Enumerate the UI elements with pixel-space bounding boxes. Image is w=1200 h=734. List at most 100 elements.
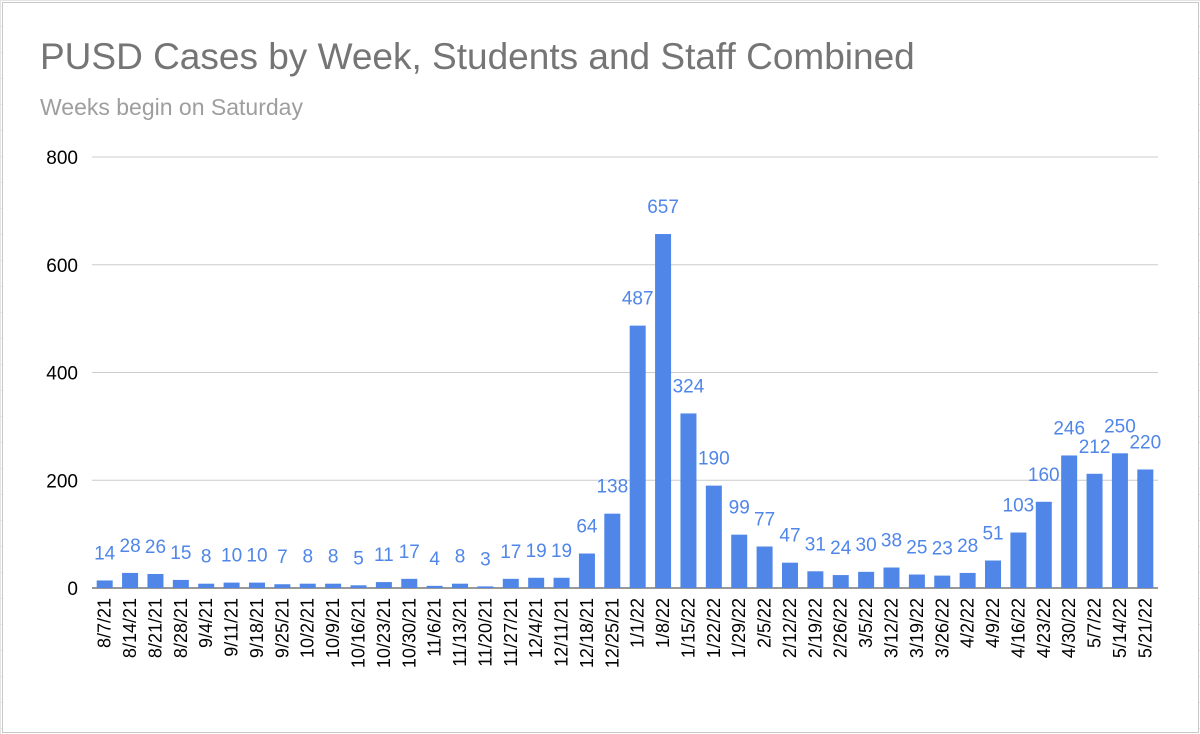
x-tick-label: 3/19/22 bbox=[907, 598, 927, 658]
data-label: 138 bbox=[596, 477, 628, 498]
bar bbox=[248, 582, 265, 588]
data-label: 3 bbox=[480, 549, 491, 570]
bar bbox=[1086, 473, 1103, 588]
x-tick-label: 4/2/22 bbox=[958, 598, 978, 648]
data-label: 657 bbox=[647, 197, 679, 218]
bar bbox=[908, 574, 925, 588]
data-label: 77 bbox=[754, 510, 775, 531]
bar bbox=[528, 577, 545, 588]
data-label: 246 bbox=[1053, 418, 1085, 439]
bar bbox=[350, 585, 367, 588]
bar bbox=[604, 513, 621, 588]
data-label: 7 bbox=[277, 547, 288, 568]
x-tick-label: 4/16/22 bbox=[1008, 598, 1028, 658]
bar bbox=[705, 485, 722, 588]
data-label: 10 bbox=[246, 546, 267, 567]
x-tick-label: 1/1/22 bbox=[628, 598, 648, 648]
bar bbox=[680, 413, 697, 588]
data-label: 8 bbox=[302, 547, 313, 568]
bar bbox=[198, 583, 215, 588]
x-tick-label: 5/7/22 bbox=[1085, 598, 1105, 648]
x-tick-label: 10/16/21 bbox=[349, 598, 369, 668]
data-label: 14 bbox=[94, 543, 116, 564]
bar bbox=[756, 546, 773, 588]
data-label: 15 bbox=[170, 543, 191, 564]
data-label: 8 bbox=[201, 547, 212, 568]
x-tick-label: 1/29/22 bbox=[729, 598, 749, 658]
bar bbox=[375, 582, 392, 588]
x-tick-label: 12/11/21 bbox=[552, 598, 572, 667]
bar bbox=[934, 575, 951, 588]
x-tick-label: 2/19/22 bbox=[805, 598, 825, 658]
bar bbox=[325, 583, 342, 588]
bar bbox=[299, 583, 316, 588]
x-tick-label: 4/9/22 bbox=[983, 598, 1003, 648]
x-tick-label: 8/7/21 bbox=[95, 598, 115, 648]
x-tick-label: 8/28/21 bbox=[171, 598, 191, 658]
bar bbox=[858, 571, 875, 588]
bar bbox=[502, 578, 519, 588]
data-label: 17 bbox=[500, 542, 521, 563]
x-tick-label: 2/12/22 bbox=[780, 598, 800, 658]
x-tick-label: 11/20/21 bbox=[475, 598, 495, 667]
x-tick-label: 4/23/22 bbox=[1034, 598, 1054, 658]
bar bbox=[985, 560, 1002, 588]
x-tick-label: 11/13/21 bbox=[450, 598, 470, 667]
bar bbox=[1137, 469, 1154, 588]
x-tick-label: 9/18/21 bbox=[247, 598, 267, 658]
bar bbox=[959, 572, 976, 588]
y-tick-label: 400 bbox=[46, 364, 78, 385]
bar bbox=[223, 582, 240, 588]
data-label: 4 bbox=[429, 549, 440, 570]
x-tick-label: 12/25/21 bbox=[602, 598, 622, 668]
x-tick-label: 8/21/21 bbox=[145, 598, 165, 658]
data-label: 160 bbox=[1028, 465, 1060, 486]
bar bbox=[477, 586, 494, 588]
x-tick-label: 9/25/21 bbox=[272, 598, 292, 658]
x-tick-label: 10/9/21 bbox=[323, 598, 343, 658]
bar bbox=[274, 584, 291, 588]
bar bbox=[147, 573, 164, 588]
data-label: 28 bbox=[120, 536, 141, 557]
data-label: 10 bbox=[221, 546, 242, 567]
data-label: 19 bbox=[551, 541, 572, 562]
data-label: 11 bbox=[374, 545, 394, 566]
bar bbox=[172, 579, 189, 588]
x-tick-label: 1/8/22 bbox=[653, 598, 673, 648]
data-label: 190 bbox=[698, 449, 730, 470]
data-label: 99 bbox=[729, 498, 750, 519]
bar bbox=[731, 534, 748, 588]
bar bbox=[832, 575, 849, 588]
bar bbox=[452, 583, 469, 588]
data-label: 324 bbox=[673, 376, 705, 397]
x-tick-label: 3/5/22 bbox=[856, 598, 876, 648]
x-tick-label: 8/14/21 bbox=[120, 598, 140, 658]
data-label: 220 bbox=[1129, 432, 1161, 453]
data-label: 47 bbox=[779, 526, 800, 547]
bar bbox=[883, 567, 900, 588]
x-tick-label: 3/26/22 bbox=[932, 598, 952, 658]
x-tick-label: 11/6/21 bbox=[425, 598, 445, 657]
x-tick-label: 2/5/22 bbox=[755, 598, 775, 648]
data-label: 103 bbox=[1003, 496, 1035, 517]
data-label: 8 bbox=[328, 547, 339, 568]
bar bbox=[401, 578, 418, 588]
x-tick-label: 1/15/22 bbox=[678, 598, 698, 658]
x-tick-label: 10/30/21 bbox=[399, 598, 419, 668]
data-label: 26 bbox=[145, 537, 166, 558]
x-tick-label: 1/22/22 bbox=[704, 598, 724, 658]
bar bbox=[553, 577, 570, 588]
data-label: 30 bbox=[856, 535, 877, 556]
data-label: 28 bbox=[957, 536, 978, 557]
x-tick-label: 9/4/21 bbox=[196, 598, 216, 648]
bar bbox=[629, 325, 646, 588]
data-label: 64 bbox=[576, 517, 598, 538]
x-tick-label: 10/23/21 bbox=[374, 598, 394, 668]
bar bbox=[96, 580, 113, 588]
data-label: 487 bbox=[622, 289, 654, 310]
data-label: 31 bbox=[805, 534, 826, 555]
data-label: 212 bbox=[1079, 437, 1111, 458]
